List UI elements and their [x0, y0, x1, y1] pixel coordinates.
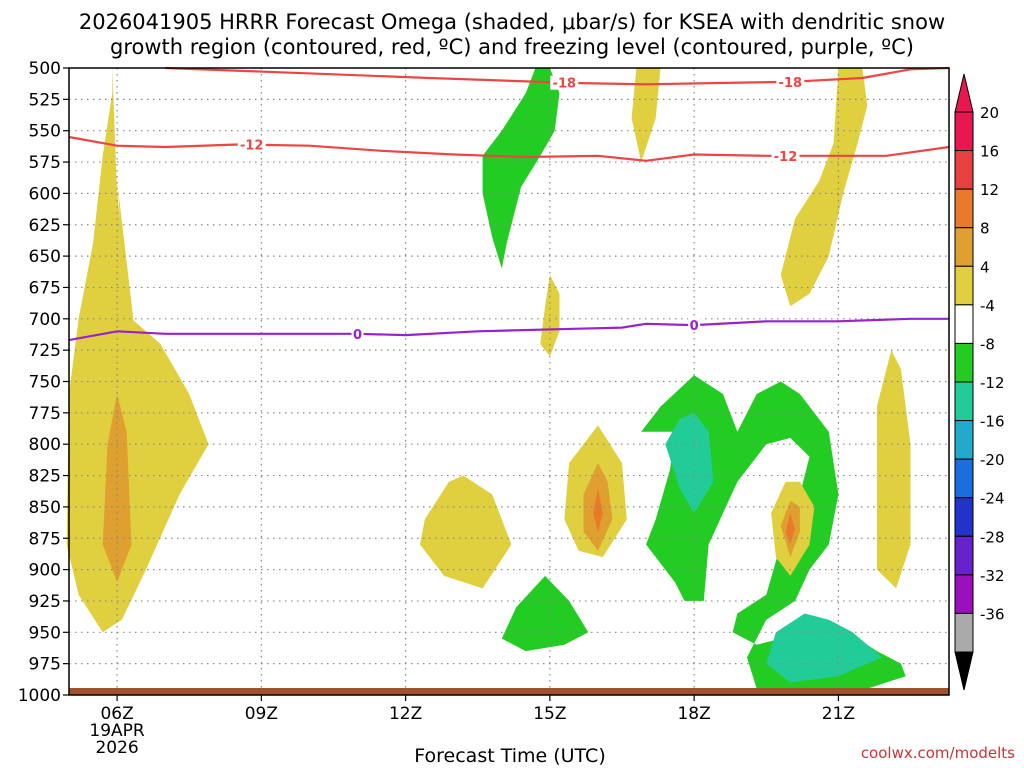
y-tick-label-975: 975 — [29, 655, 61, 675]
y-tick-label-850: 850 — [29, 498, 61, 518]
y-tick-label-500: 500 — [29, 59, 61, 79]
colorbar-label--36: -36 — [980, 605, 1005, 623]
colorbar-swatch-12 — [954, 574, 974, 614]
y-tick-label-825: 825 — [29, 467, 61, 487]
colorbar-swatch-4 — [954, 265, 974, 306]
y-tick-label-750: 750 — [29, 373, 61, 393]
colorbar-swatch-11 — [954, 535, 974, 576]
y-tick-label-650: 650 — [29, 247, 61, 267]
colorbar-label--4: -4 — [980, 297, 995, 315]
dgz-minus12-label-bg-1 — [771, 148, 800, 163]
colorbar-label--32: -32 — [980, 567, 1005, 585]
freezing-level-0-line — [68, 317, 949, 342]
x-tick-year: 2026 — [95, 738, 138, 758]
omega-region-19 — [876, 350, 911, 589]
colorbar-swatch-8 — [954, 420, 974, 460]
colorbar-swatch-13 — [954, 612, 974, 653]
colorbar-label-16: 16 — [980, 143, 999, 161]
omega-region-11 — [766, 613, 882, 683]
colorbar-swatch-3 — [954, 227, 974, 267]
ground-strip — [69, 688, 949, 695]
omega-region-5 — [501, 575, 589, 652]
freezing-level-0-label-1: 0 — [690, 319, 699, 334]
y-tick-label-775: 775 — [29, 404, 61, 424]
y-tick-label-925: 925 — [29, 592, 61, 612]
omega-region-16 — [631, 68, 661, 163]
dgz-minus12-label-bg-0 — [237, 137, 266, 152]
y-tick-label-700: 700 — [29, 310, 61, 330]
colorbar-swatch-2 — [954, 188, 974, 229]
dgz-minus12-line — [68, 135, 950, 162]
omega-region-14 — [785, 513, 796, 545]
y-tick-label-725: 725 — [29, 341, 61, 361]
colorbar-label-12: 12 — [980, 181, 999, 199]
credit-text: coolwx.com/modelts — [861, 744, 1015, 762]
freezing-level-0-label-bg-0 — [351, 326, 364, 341]
omega-region-8 — [593, 488, 603, 532]
colorbar: 20 16 12 8 4 -4 -8 -12 -16 -20 -24 -28 -32 -36 — [954, 73, 1005, 691]
colorbar-swatch-5 — [954, 304, 974, 344]
omega-region-18 — [780, 68, 868, 307]
y-tick-label-675: 675 — [29, 278, 61, 298]
omega-region-10 — [665, 412, 714, 514]
y-tick-label-600: 600 — [29, 184, 61, 204]
colorbar-swatch-10 — [954, 497, 974, 537]
colorbar-label--28: -28 — [980, 528, 1005, 546]
colorbar-top-arrow — [954, 73, 974, 113]
x-tick-label-06Z: 06Z — [100, 704, 133, 724]
x-axis-title: Forecast Time (UTC) — [414, 745, 605, 767]
colorbar-swatch-9 — [954, 458, 974, 499]
colorbar-label--12: -12 — [980, 374, 1005, 392]
y-tick-label-550: 550 — [29, 122, 61, 142]
omega-region-17 — [540, 274, 560, 357]
colorbar-label-8: 8 — [980, 220, 990, 238]
y-tick-label-900: 900 — [29, 561, 61, 581]
dgz-minus18-line — [165, 66, 950, 86]
y-tick-label-575: 575 — [29, 153, 61, 173]
omega-shading — [66, 68, 911, 695]
colorbar-swatch-6 — [954, 342, 974, 383]
x-tick-date: 19APR — [89, 721, 145, 741]
x-tick-label-21Z: 21Z — [822, 704, 855, 724]
colorbar-label--16: -16 — [980, 413, 1005, 431]
y-tick-label-950: 950 — [29, 623, 61, 643]
dgz-minus18-label-bg-0 — [550, 75, 579, 90]
y-tick-label-625: 625 — [29, 216, 61, 236]
dgz-minus18-label-bg-1 — [776, 74, 805, 89]
colorbar-label-20: 20 — [980, 104, 999, 122]
y-axis: 500 525 550 575 600 625 650 675 700 725 750 775 800 8… — [18, 59, 69, 706]
colorbar-swatch-0 — [954, 111, 974, 152]
chart-title-line1: 2026041905 HRRR Forecast Omega (shaded, … — [79, 10, 945, 34]
x-tick-label-15Z: 15Z — [533, 704, 566, 724]
dgz-minus18-label-1: -18 — [779, 76, 803, 91]
omega-region-15 — [482, 68, 560, 269]
omega-region-4 — [420, 475, 512, 589]
x-tick-label-09Z: 09Z — [245, 704, 278, 724]
gridlines — [69, 68, 949, 695]
y-tick-label-525: 525 — [29, 90, 61, 110]
dgz-minus12-label-0: -12 — [240, 139, 264, 154]
freezing-level-0-label-0: 0 — [353, 328, 362, 343]
colorbar-label--20: -20 — [980, 451, 1005, 469]
freezing-level-0-label-bg-1 — [688, 318, 701, 333]
colorbar-swatch-7 — [954, 381, 974, 422]
colorbar-label--8: -8 — [980, 335, 995, 353]
y-tick-label-875: 875 — [29, 529, 61, 549]
x-tick-label-12Z: 12Z — [389, 704, 422, 724]
y-tick-label-1000: 1000 — [18, 686, 61, 706]
colorbar-label--24: -24 — [980, 490, 1005, 508]
y-tick-label-800: 800 — [29, 435, 61, 455]
dgz-minus12-label-1: -12 — [774, 150, 798, 165]
dgz-minus18-label-0: -18 — [553, 77, 577, 92]
colorbar-swatch-1 — [954, 150, 974, 190]
x-tick-label-18Z: 18Z — [677, 704, 710, 724]
colorbar-label-4: 4 — [980, 258, 990, 276]
colorbar-bottom-arrow — [954, 651, 974, 691]
chart-title-line2: growth region (contoured, red, ºC) and f… — [110, 35, 914, 59]
contour-lines: -12 -12 -18 -18 0 0 — [68, 66, 950, 343]
ground-layer — [69, 688, 949, 695]
